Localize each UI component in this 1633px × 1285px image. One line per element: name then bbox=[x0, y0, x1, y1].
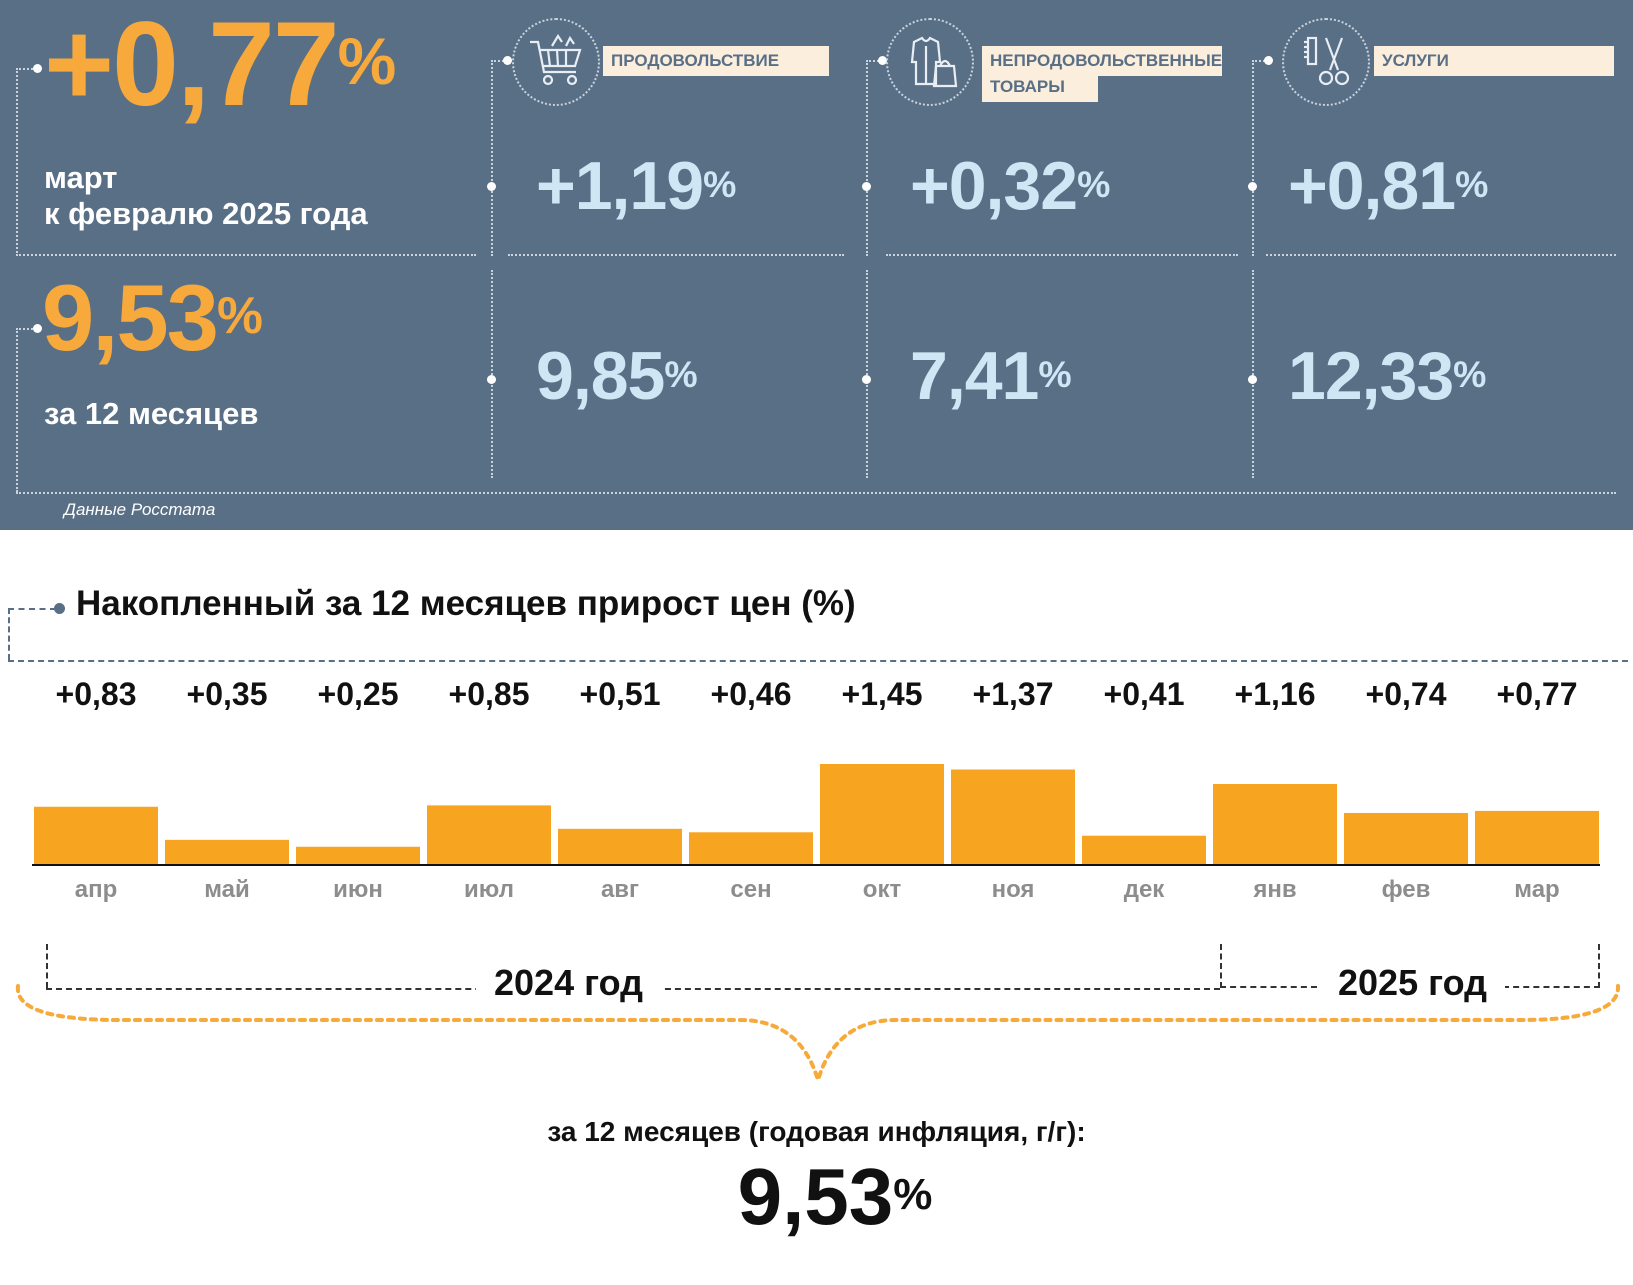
value-label-июл: +0,85 bbox=[448, 676, 530, 712]
bar-chart bbox=[32, 764, 1600, 866]
bar-ноя bbox=[951, 769, 1075, 864]
month-label-авг: авг bbox=[600, 876, 640, 903]
year-label-2024: 2024 год bbox=[476, 962, 661, 1004]
monthly-inflation-value: +0,77% bbox=[44, 0, 396, 131]
shopping-cart-icon bbox=[512, 18, 600, 106]
clothes-bag-icon bbox=[886, 18, 974, 106]
connector-dot bbox=[33, 324, 42, 333]
month-label-апр: апр bbox=[74, 876, 118, 903]
value-label-окт: +1,45 bbox=[841, 676, 923, 712]
value-label-май: +0,35 bbox=[186, 676, 268, 712]
bar-мар bbox=[1475, 810, 1599, 864]
month-label-сен: сен bbox=[730, 876, 772, 903]
bar-сен bbox=[689, 832, 813, 864]
value-label-ноя: +1,37 bbox=[972, 676, 1054, 712]
bar-июн bbox=[296, 846, 420, 864]
annual-caption: за 12 месяцев (годовая инфляция, г/г): bbox=[547, 1116, 1086, 1147]
orange-brace bbox=[15, 984, 1621, 1087]
month-label-июн: июн bbox=[333, 876, 383, 903]
value-label-фев: +0,74 bbox=[1365, 676, 1447, 712]
bar-фев bbox=[1344, 812, 1468, 864]
food-monthly-value: +1,19% bbox=[536, 148, 736, 224]
chart-title: Накопленный за 12 месяцев прирост цен (%… bbox=[76, 584, 856, 623]
bar-авг bbox=[558, 828, 682, 864]
value-label-дек: +0,41 bbox=[1103, 676, 1185, 712]
connector-dot bbox=[33, 64, 42, 73]
annual-period-label: за 12 месяцев bbox=[44, 396, 259, 431]
month-label-май: май bbox=[204, 876, 250, 903]
services-annual-value: 12,33% bbox=[1288, 338, 1486, 414]
bar-дек bbox=[1082, 835, 1206, 864]
bar-май bbox=[165, 839, 289, 864]
value-label-авг: +0,51 bbox=[579, 676, 661, 712]
category-label-food: ПРОДОВОЛЬСТВИЕ bbox=[603, 46, 829, 76]
month-label-окт: окт bbox=[862, 876, 902, 903]
value-label-июн: +0,25 bbox=[317, 676, 399, 712]
category-label-services: УСЛУГИ bbox=[1374, 46, 1614, 76]
annual-summary-value: 9,53% bbox=[737, 1152, 933, 1241]
source-note: Данные Росстата bbox=[64, 500, 216, 519]
year-label-2025: 2025 год bbox=[1320, 962, 1505, 1004]
value-label-сен: +0,46 bbox=[710, 676, 792, 712]
category-label-nonfood-line2: ТОВАРЫ bbox=[982, 72, 1098, 102]
summary-panel: +0,77% март к февралю 2025 года 9,53% за… bbox=[0, 0, 1633, 530]
bar-окт bbox=[820, 764, 944, 864]
nonfood-monthly-value: +0,32% bbox=[910, 148, 1110, 224]
services-monthly-value: +0,81% bbox=[1288, 148, 1488, 224]
value-label-апр: +0,83 bbox=[55, 676, 137, 712]
monthly-period-label: март к февралю 2025 года bbox=[44, 160, 368, 231]
title-dot bbox=[54, 603, 65, 614]
month-label-июл: июл bbox=[464, 876, 514, 903]
value-label-янв: +1,16 bbox=[1234, 676, 1316, 712]
value-label-мар: +0,77 bbox=[1496, 676, 1578, 712]
month-label-фев: фев bbox=[1381, 876, 1431, 903]
bar-янв bbox=[1213, 784, 1337, 864]
bar-июл bbox=[427, 805, 551, 864]
scissors-comb-icon bbox=[1282, 18, 1370, 106]
category-label-nonfood: НЕПРОДОВОЛЬСТВЕННЫЕ bbox=[982, 46, 1222, 76]
food-annual-value: 9,85% bbox=[536, 338, 698, 414]
month-label-янв: янв bbox=[1253, 876, 1297, 903]
month-label-дек: дек bbox=[1123, 876, 1165, 903]
month-label-мар: мар bbox=[1514, 876, 1560, 903]
annual-inflation-value: 9,53% bbox=[42, 265, 263, 370]
nonfood-annual-value: 7,41% bbox=[910, 338, 1072, 414]
month-label-ноя: ноя bbox=[991, 876, 1035, 903]
bar-апр bbox=[34, 806, 158, 864]
